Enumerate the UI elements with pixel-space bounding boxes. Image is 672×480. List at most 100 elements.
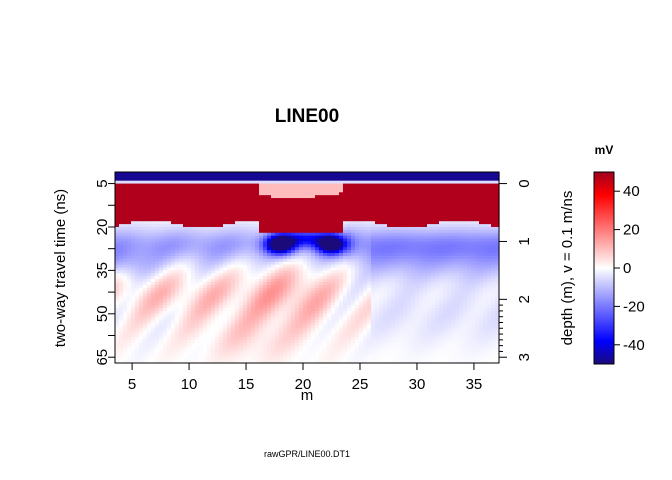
heatmap-cell	[119, 218, 124, 222]
heatmap-cell	[215, 345, 220, 350]
heatmap-cell	[215, 357, 220, 361]
heatmap-cell	[131, 195, 136, 199]
heatmap-cell	[283, 336, 288, 341]
heatmap-cell	[387, 339, 392, 344]
heatmap-cell	[223, 198, 228, 202]
heatmap-cell	[343, 279, 348, 283]
heatmap-cell	[175, 192, 180, 196]
heatmap-cell	[243, 224, 248, 228]
heatmap-cell	[127, 308, 132, 312]
heatmap-cell	[171, 235, 176, 240]
heatmap-cell	[287, 270, 292, 274]
heatmap-cell	[403, 322, 408, 326]
heatmap-cell	[207, 209, 212, 214]
heatmap-cell	[391, 186, 396, 190]
heatmap-cell	[159, 351, 164, 355]
heatmap-cell	[299, 287, 304, 292]
heatmap-cell	[355, 281, 360, 286]
heatmap-cell	[339, 305, 344, 309]
heatmap-cell	[123, 247, 128, 251]
heatmap-cell	[207, 255, 212, 260]
heatmap-cell	[151, 316, 156, 321]
heatmap-cell	[263, 308, 268, 312]
heatmap-cell	[287, 250, 292, 254]
heatmap-cell	[227, 192, 232, 196]
heatmap-cell	[255, 310, 260, 315]
heatmap-cell	[203, 247, 208, 251]
heatmap-cell	[239, 302, 244, 306]
heatmap-cell	[219, 360, 224, 364]
heatmap-cell	[307, 296, 312, 300]
heatmap-cell	[171, 183, 176, 188]
heatmap-cell	[299, 293, 304, 298]
heatmap-cell	[335, 313, 340, 318]
heatmap-cell	[247, 316, 252, 321]
heatmap-cell	[263, 279, 268, 283]
heatmap-cell	[295, 172, 300, 176]
heatmap-cell	[371, 250, 376, 254]
heatmap-cell	[187, 281, 192, 286]
heatmap-cell	[163, 336, 168, 341]
heatmap-cell	[279, 342, 284, 347]
heatmap-cell	[139, 200, 144, 205]
heatmap-cell	[271, 177, 276, 182]
heatmap-cell	[339, 258, 344, 263]
heatmap-cell	[319, 247, 324, 251]
heatmap-cell	[223, 287, 228, 292]
heatmap-cell	[243, 339, 248, 344]
heatmap-cell	[207, 339, 212, 344]
heatmap-cell	[303, 360, 308, 364]
heatmap-cell	[387, 325, 392, 329]
heatmap-cell	[231, 348, 236, 353]
heatmap-cell	[223, 310, 228, 315]
heatmap-cell	[379, 177, 384, 182]
heatmap-cell	[391, 305, 396, 309]
heatmap-cell	[411, 180, 416, 185]
heatmap-cell	[303, 226, 308, 231]
heatmap-cell	[195, 195, 200, 199]
heatmap-cell	[247, 310, 252, 315]
heatmap-cell	[163, 224, 168, 228]
heatmap-cell	[351, 299, 356, 303]
heatmap-cell	[363, 296, 368, 300]
heatmap-cell	[371, 177, 376, 182]
heatmap-cell	[207, 342, 212, 347]
heatmap-cell	[115, 226, 120, 231]
heatmap-cell	[167, 357, 172, 361]
heatmap-cell	[263, 212, 268, 217]
heatmap-cell	[215, 293, 220, 298]
heatmap-cell	[119, 290, 124, 295]
heatmap-cell	[323, 351, 328, 355]
heatmap-cell	[379, 325, 384, 329]
heatmap-cell	[379, 284, 384, 289]
heatmap-cell	[383, 200, 388, 205]
heatmap-cell	[323, 339, 328, 344]
heatmap-cell	[227, 284, 232, 289]
heatmap-cell	[255, 360, 260, 364]
heatmap-cell	[359, 172, 364, 176]
heatmap-cell	[283, 345, 288, 350]
heatmap-cell	[247, 302, 252, 306]
heatmap-cell	[175, 258, 180, 263]
heatmap-cell	[415, 253, 420, 257]
heatmap-cell	[175, 203, 180, 208]
heatmap-cell	[195, 180, 200, 185]
heatmap-cell	[371, 310, 376, 315]
heatmap-cell	[171, 313, 176, 318]
heatmap-cell	[267, 316, 272, 321]
heatmap-cell	[271, 221, 276, 225]
heatmap-cell	[215, 232, 220, 237]
heatmap-cell	[331, 198, 336, 202]
heatmap-cell	[275, 348, 280, 353]
heatmap-cell	[343, 183, 348, 188]
heatmap-cell	[303, 244, 308, 248]
heatmap-cell	[367, 255, 372, 260]
heatmap-cell	[371, 279, 376, 283]
heatmap-cell	[411, 229, 416, 234]
heatmap-cell	[135, 177, 140, 182]
heatmap-cell	[195, 229, 200, 234]
heatmap-cell	[299, 299, 304, 303]
heatmap-cell	[223, 218, 228, 222]
heatmap-cell	[223, 319, 228, 324]
heatmap-cell	[411, 212, 416, 217]
